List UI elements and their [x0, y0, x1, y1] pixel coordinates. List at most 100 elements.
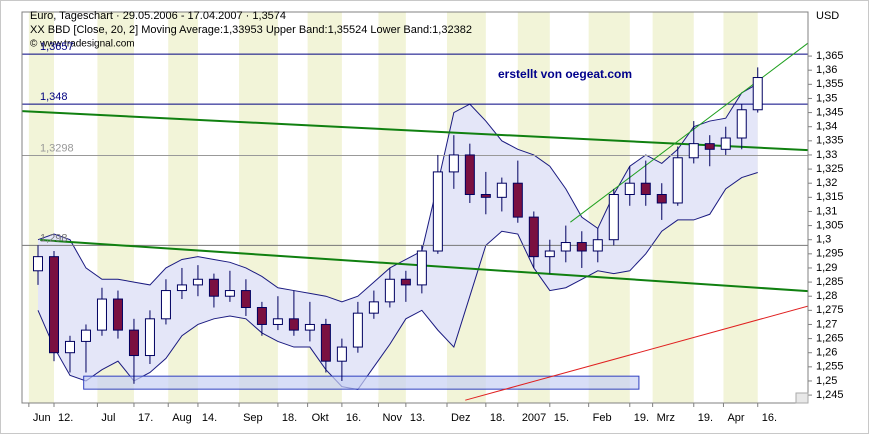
y-tick-label: 1,255 [816, 361, 844, 373]
candle-body [736, 109, 747, 139]
y-axis-label: USD [816, 10, 839, 22]
y-tick-label: 1,285 [816, 276, 844, 288]
scroll-button[interactable] [795, 392, 809, 404]
y-tick-label: 1,26 [816, 347, 837, 359]
x-tick-label: Apr [727, 412, 744, 424]
y-tick-label: 1,34 [816, 121, 837, 133]
y-tick-label: 1,3 [816, 234, 831, 246]
candle-body [672, 157, 683, 204]
candle-body [496, 182, 507, 198]
y-tick-label: 1,245 [816, 389, 844, 401]
candle-body [48, 256, 59, 354]
y-tick-label: 1,28 [816, 290, 837, 302]
candle-body [640, 182, 651, 196]
candle-body [480, 194, 491, 198]
candle-body [192, 278, 203, 286]
candle-body [288, 318, 299, 331]
background-stripe [723, 12, 758, 403]
band-lower [37, 171, 758, 390]
candle-body [96, 298, 107, 331]
axes: 1,3651,361,3551,351,3451,341,3351,331,32… [28, 50, 844, 424]
candle-body [688, 143, 699, 159]
candle-body [128, 329, 139, 357]
chart-title: Euro, Tageschart · 29.05.2006 - 17.04.20… [30, 10, 286, 22]
y-tick-label: 1,335 [816, 135, 844, 147]
x-tick-label: 2007 [522, 412, 546, 424]
candle-body [144, 318, 155, 357]
candle-body [368, 301, 379, 314]
band-fill [37, 83, 758, 390]
y-tick-label: 1,345 [816, 106, 844, 118]
y-tick-label: 1,315 [816, 191, 844, 203]
candle-body [416, 250, 427, 286]
candle-body [320, 323, 331, 362]
x-tick-label: Dez [451, 412, 471, 424]
x-tick-label: Feb [593, 412, 612, 424]
zone-box [83, 375, 640, 390]
x-tick-label: 16. [346, 412, 361, 424]
y-tick-label: 1,33 [816, 149, 837, 161]
candle-body [512, 182, 523, 218]
x-tick-label: 18. [282, 412, 297, 424]
candle-body [720, 137, 731, 150]
x-tick-label: 17. [138, 412, 153, 424]
candle-body [384, 278, 395, 303]
trend-line [465, 305, 808, 401]
candle-body [560, 242, 571, 252]
x-tick-label: Jul [101, 412, 115, 424]
x-tick-label: Sep [243, 412, 263, 424]
annotation: erstellt von oegeat.com [498, 67, 632, 81]
plot-border [21, 11, 809, 404]
candle-body [256, 307, 267, 325]
y-tick-label: 1,32 [816, 177, 837, 189]
candle-body [448, 154, 459, 173]
y-tick-label: 1,35 [816, 92, 837, 104]
candle-body [464, 154, 475, 196]
level-label: 1,3298 [40, 142, 74, 154]
candle-body [544, 250, 555, 258]
x-tick-label: 14. [202, 412, 217, 424]
candle-body [112, 298, 123, 331]
x-tick-label: 15. [554, 412, 569, 424]
candle-body [272, 318, 283, 325]
candle-body [608, 194, 619, 241]
trend-line [22, 110, 808, 152]
y-tick-label: 1,27 [816, 318, 837, 330]
x-tick-label: Nov [382, 412, 402, 424]
x-tick-label: 16. [762, 412, 777, 424]
candle-body [656, 194, 667, 204]
candle-body [704, 143, 715, 150]
y-tick-label: 1,25 [816, 375, 837, 387]
x-tick-label: 19. [634, 412, 649, 424]
y-tick-label: 1,36 [816, 64, 837, 76]
candle-body [208, 278, 219, 297]
y-tick-label: 1,355 [816, 78, 844, 90]
source: © www.tradesignal.com [30, 39, 135, 50]
y-tick-label: 1,325 [816, 163, 844, 175]
candle-body [336, 346, 347, 362]
x-tick-label: 13. [410, 412, 425, 424]
x-tick-label: Aug [172, 412, 192, 424]
candle-body [80, 329, 91, 342]
chart-subtitle: XX BBD [Close, 20, 2] Moving Average:1,3… [30, 24, 472, 36]
candle-body [400, 278, 411, 286]
candle-body [352, 312, 363, 348]
candle-body [432, 171, 443, 252]
level-label: 1,348 [40, 91, 68, 103]
y-tick-label: 1,265 [816, 332, 844, 344]
background-stripe [239, 12, 278, 403]
x-tick-label: 12. [58, 412, 73, 424]
level-label: 1,3657 [40, 41, 74, 53]
candle-body [176, 284, 187, 292]
y-tick-label: 1,365 [816, 50, 844, 62]
candle-body [624, 182, 635, 196]
plot-area [22, 12, 808, 403]
y-tick-label: 1,29 [816, 262, 837, 274]
y-tick-label: 1,31 [816, 205, 837, 217]
x-tick-label: 18. [490, 412, 505, 424]
x-tick-label: Jun [33, 412, 51, 424]
candle-body [528, 216, 539, 258]
candle-body [224, 290, 235, 297]
